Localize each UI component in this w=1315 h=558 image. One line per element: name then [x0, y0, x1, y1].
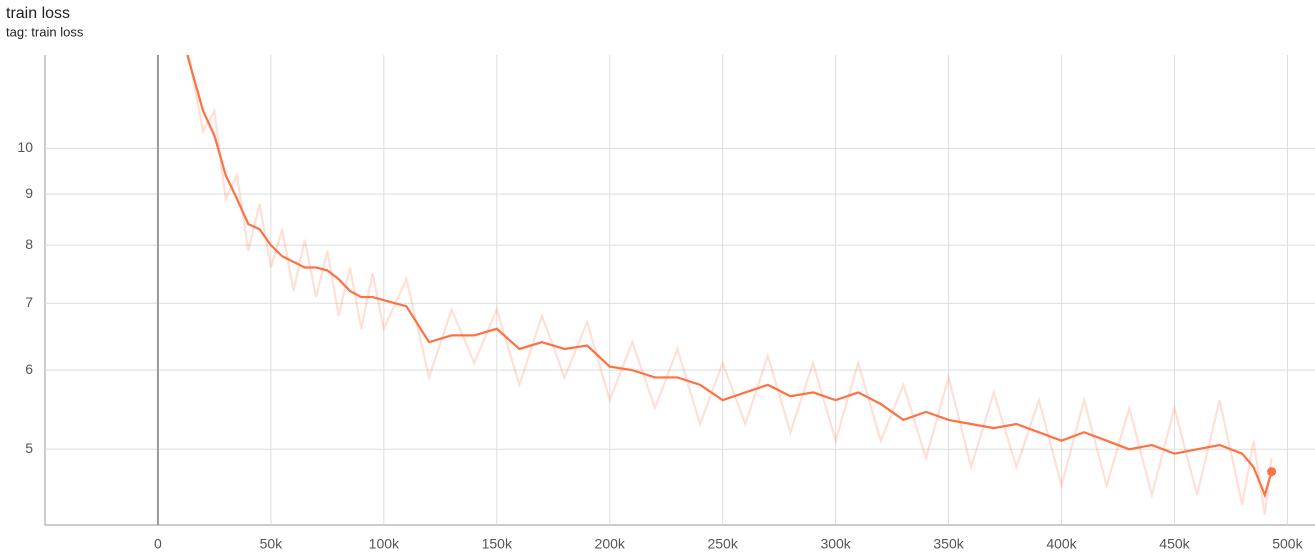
x-tick-label: 150k: [482, 536, 513, 552]
last-point: [1267, 467, 1277, 477]
y-tick-label: 10: [17, 139, 33, 155]
chart-title: train loss: [6, 5, 70, 22]
x-tick-label: 300k: [820, 536, 851, 552]
y-tick-label: 9: [25, 185, 33, 201]
y-tick-label: 6: [25, 361, 33, 377]
loss-line: [186, 55, 1273, 499]
x-tick-label: 500k: [1272, 536, 1303, 552]
y-tick-label: 8: [25, 236, 33, 252]
x-tick-label: 0: [154, 536, 162, 552]
y-tick-label: 5: [25, 440, 33, 456]
chart-subtitle: tag: train loss: [6, 24, 84, 39]
x-tick-label: 100k: [369, 536, 400, 552]
loss-line: [187, 55, 1273, 515]
x-tick-label: 50k: [260, 536, 284, 552]
x-tick-label: 250k: [707, 536, 738, 552]
y-tick-label: 7: [25, 294, 33, 310]
x-tick-label: 350k: [933, 536, 964, 552]
x-tick-label: 200k: [595, 536, 626, 552]
x-tick-label: 450k: [1159, 536, 1190, 552]
x-tick-label: 400k: [1046, 536, 1077, 552]
